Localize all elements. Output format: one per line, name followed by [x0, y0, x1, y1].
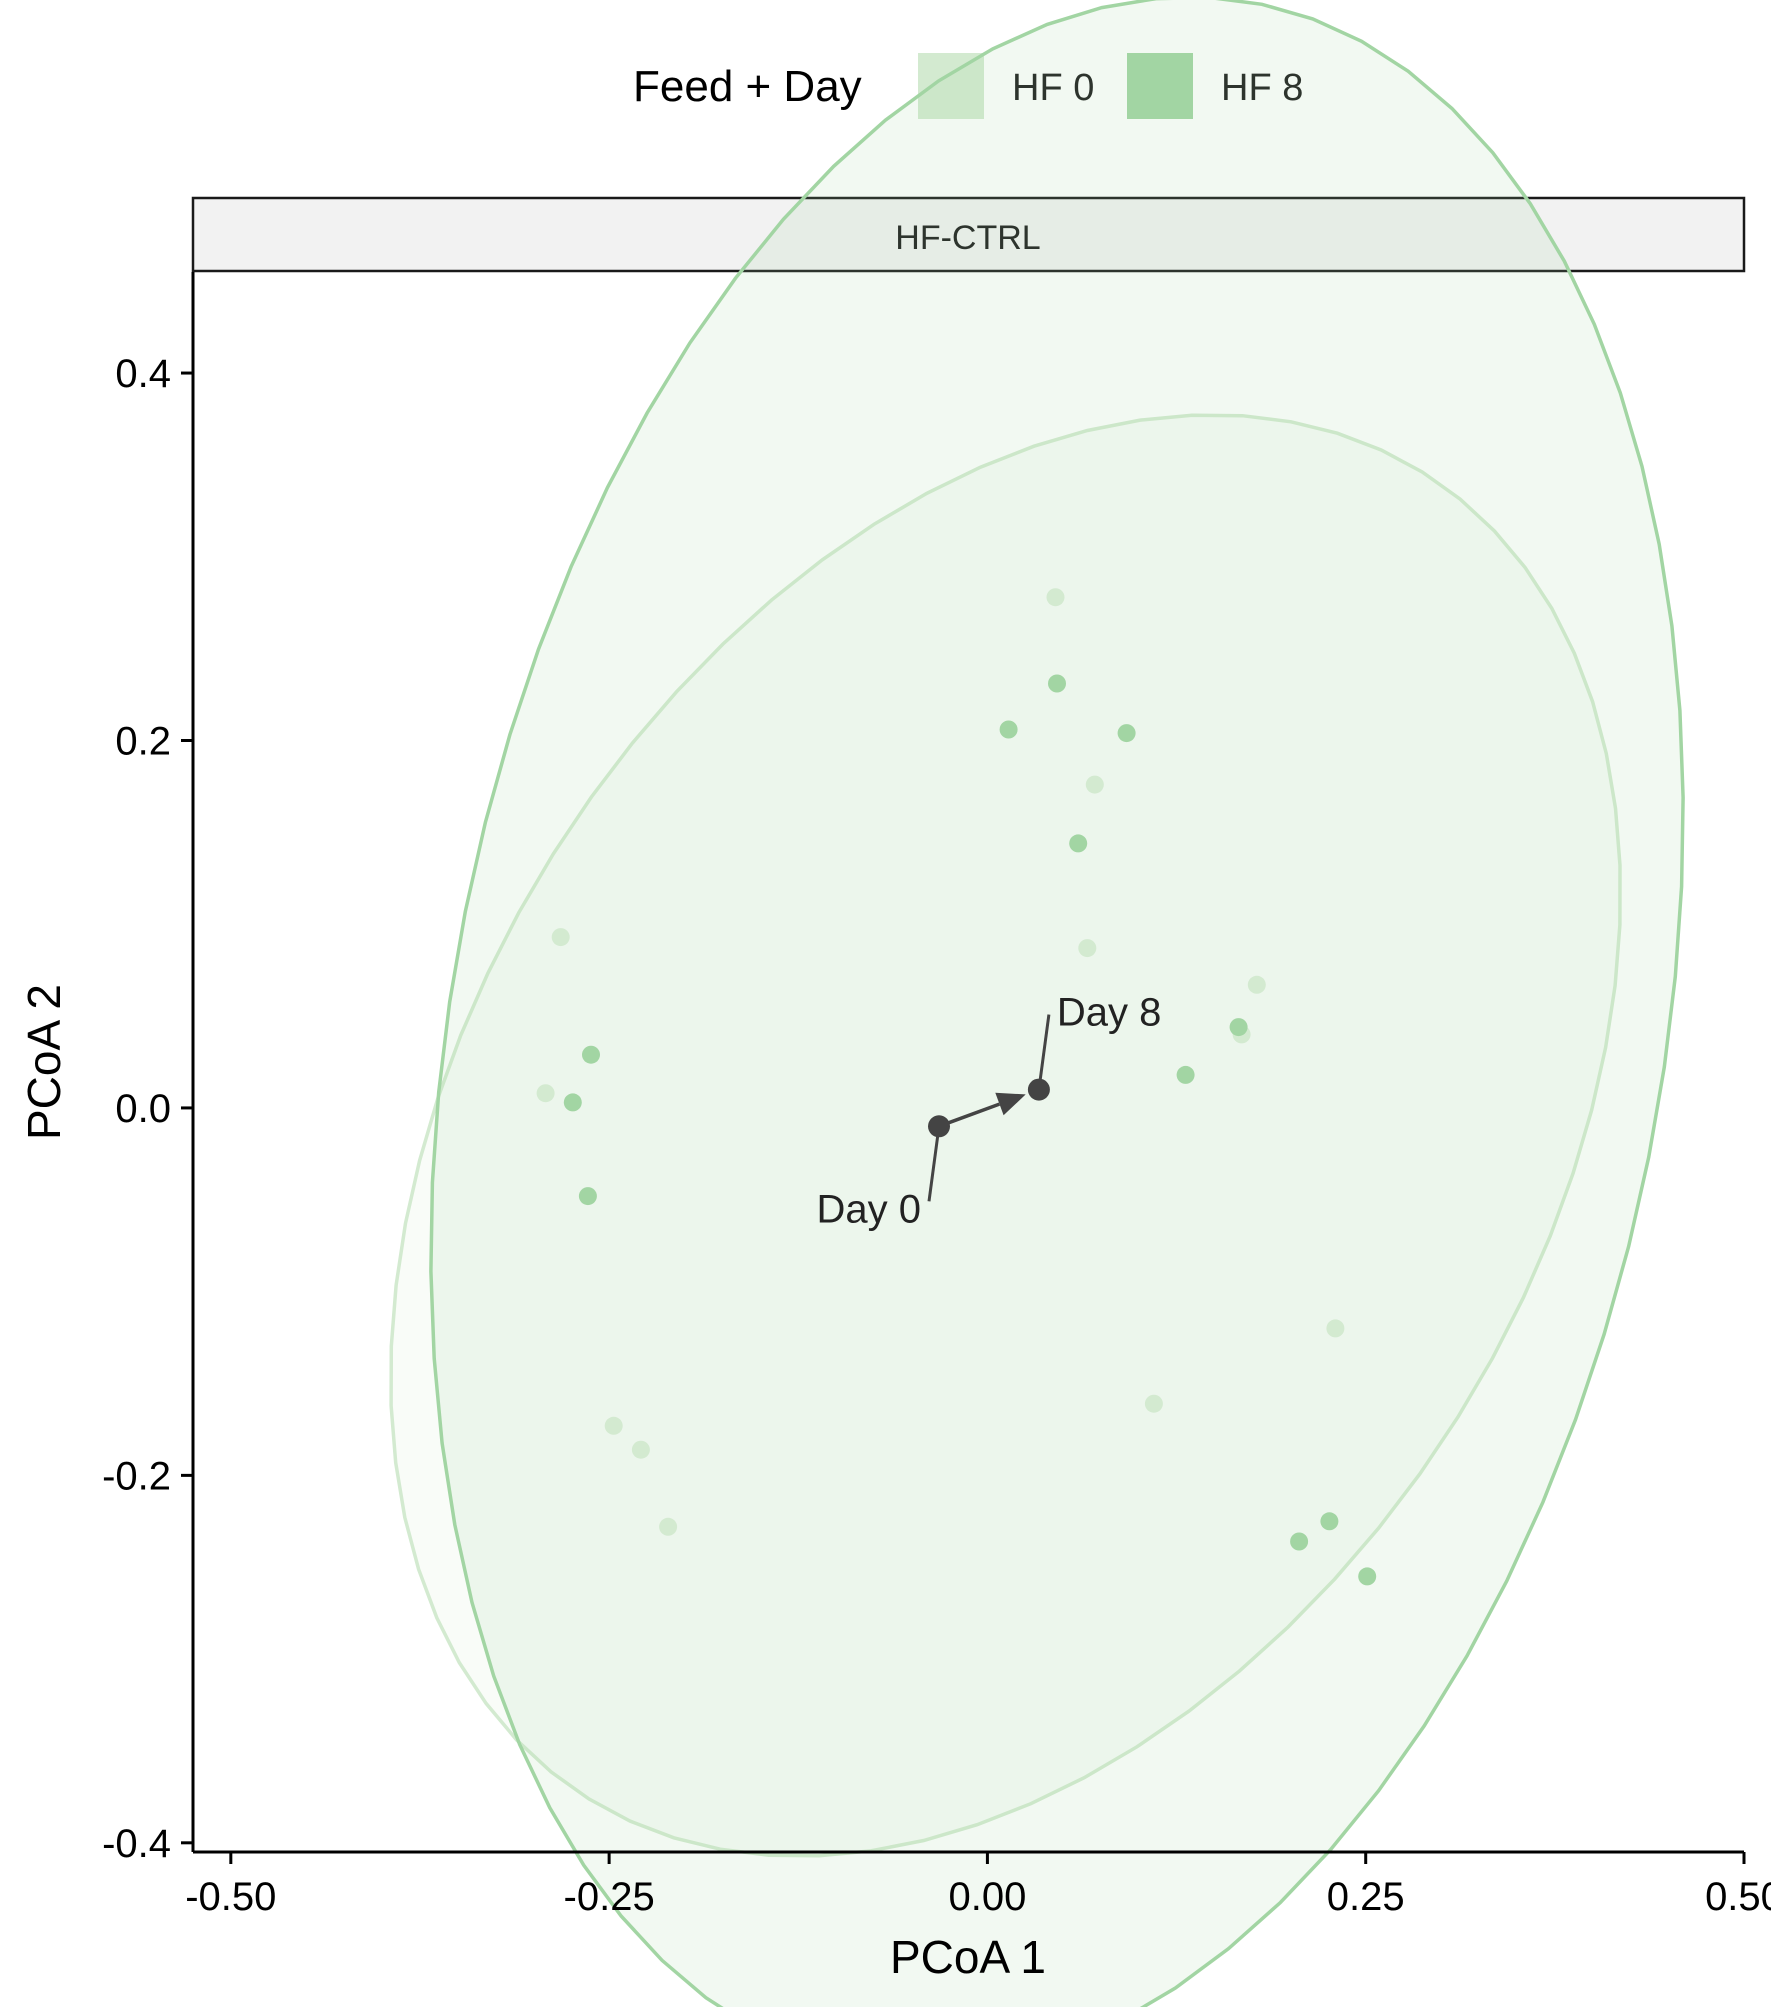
point-hf8: [578, 1187, 597, 1206]
y-tick-label: 0.2: [115, 719, 171, 763]
centroid-label-day-0: Day 0: [817, 1187, 922, 1231]
facet-strip: HF-CTRL: [191, 196, 1746, 273]
point-hf0: [604, 1416, 623, 1435]
legend: Feed + Day HF 0 HF 8: [633, 53, 1303, 119]
facet-strip-label: HF-CTRL: [895, 219, 1040, 257]
legend-label-hf8: HF 8: [1221, 67, 1303, 109]
centroids-layer: Day 0 Day 8: [817, 991, 1162, 1232]
x-tick-label: 0.00: [948, 1875, 1026, 1919]
x-tick-label: 0.25: [1327, 1875, 1405, 1919]
point-hf0: [1046, 588, 1065, 607]
axes: -0.50 -0.25 0.00 0.25 0.50 -0.4 -0.2 0.0 0.2 0.4…: [18, 272, 1771, 1983]
point-hf0: [536, 1084, 555, 1103]
centroid-label-day-8: Day 8: [1057, 991, 1162, 1035]
point-hf0: [1326, 1319, 1345, 1338]
centroid-arrow-head: [995, 1092, 1026, 1116]
y-tick-label: 0.4: [115, 352, 171, 396]
point-hf8: [1229, 1018, 1248, 1037]
x-axis-ticks: -0.50 -0.25 0.00 0.25 0.50: [185, 1852, 1771, 1919]
x-tick-label: -0.25: [564, 1875, 655, 1919]
ellipse-hf8: [429, 0, 1685, 2007]
legend-label-hf0: HF 0: [1012, 67, 1094, 109]
y-tick-label: -0.4: [102, 1822, 171, 1866]
y-axis-title: PCoA 2: [18, 984, 70, 1140]
point-hf0: [1247, 975, 1266, 994]
point-hf0: [1085, 775, 1104, 794]
y-tick-label: -0.2: [102, 1454, 171, 1498]
point-hf0: [1078, 939, 1097, 958]
x-tick-label: -0.50: [185, 1875, 276, 1919]
point-hf8: [1290, 1532, 1309, 1551]
point-hf8: [582, 1045, 600, 1064]
point-hf8: [1320, 1512, 1339, 1531]
x-tick-label: 0.50: [1705, 1875, 1771, 1919]
x-axis-title: PCoA 1: [890, 1931, 1046, 1983]
point-hf8: [1048, 674, 1066, 693]
label-leader-day-8: [1037, 1014, 1051, 1090]
point-hf8: [1176, 1065, 1195, 1084]
legend-key-hf8: [1127, 53, 1193, 119]
point-hf8: [1069, 834, 1088, 853]
point-hf8: [1358, 1567, 1377, 1586]
ellipse-hf0: [389, 413, 1622, 1858]
point-hf0: [631, 1440, 650, 1459]
label-leader-day-0: [927, 1126, 941, 1202]
point-hf8: [563, 1093, 582, 1112]
point-hf0: [551, 928, 570, 947]
legend-title: Feed + Day: [633, 62, 862, 111]
points-layer: [536, 588, 1377, 1586]
y-axis-ticks: -0.4 -0.2 0.0 0.2 0.4: [102, 352, 193, 1866]
facet-strip-box: [191, 196, 1746, 273]
point-hf8: [1117, 724, 1136, 743]
y-tick-label: 0.0: [115, 1087, 171, 1131]
point-hf0: [659, 1517, 678, 1536]
point-hf0: [1144, 1394, 1163, 1413]
point-hf8: [999, 720, 1018, 739]
ellipses-layer: [389, 0, 1685, 2007]
